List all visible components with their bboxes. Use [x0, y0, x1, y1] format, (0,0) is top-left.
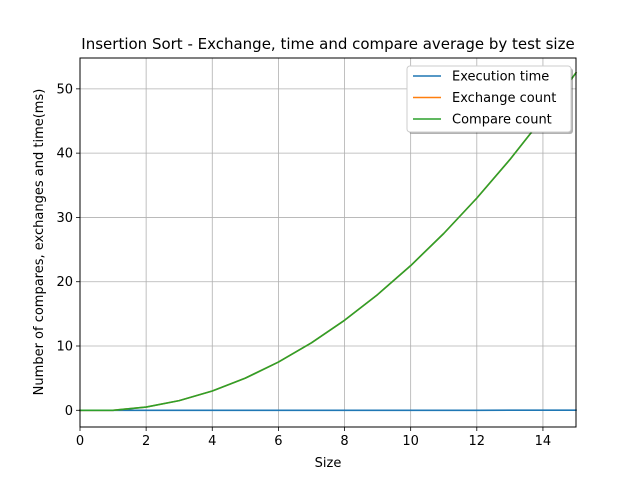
x-tick-label: 10 — [402, 434, 419, 449]
series-line-compare-count — [79, 71, 578, 412]
legend-box — [406, 65, 572, 133]
series-lines — [79, 71, 578, 412]
x-tick-label: 6 — [274, 434, 282, 449]
legend-label: Execution time — [452, 70, 549, 85]
legend-label: Exchange count — [452, 91, 556, 106]
x-tick-label: 2 — [142, 434, 150, 449]
y-tick-label: 30 — [56, 211, 73, 226]
legend-label: Compare count — [452, 113, 552, 128]
chart-title: Insertion Sort - Exchange, time and comp… — [81, 35, 574, 53]
x-tick-label: 4 — [208, 434, 216, 449]
x-tick-label: 12 — [469, 434, 486, 449]
y-tick-label: 10 — [56, 340, 73, 355]
y-tick-label: 40 — [56, 147, 73, 162]
y-tick-label: 50 — [56, 82, 73, 97]
x-tick-label: 8 — [340, 434, 348, 449]
x-tick-label: 0 — [76, 434, 84, 449]
plot-frame — [79, 57, 577, 428]
y-axis-label: Number of compares, exchanges and time(m… — [32, 89, 47, 396]
y-tick-label: 20 — [56, 275, 73, 290]
x-tick-label: 14 — [535, 434, 552, 449]
legend: Execution time Exchange count Compare coun… — [406, 65, 573, 134]
x-axis-label: Size — [315, 456, 342, 471]
y-axis: 0 10 20 30 40 50 — [56, 82, 80, 419]
x-axis: 0 2 4 6 8 10 12 14 — [76, 427, 551, 449]
y-tick-label: 0 — [65, 404, 73, 419]
